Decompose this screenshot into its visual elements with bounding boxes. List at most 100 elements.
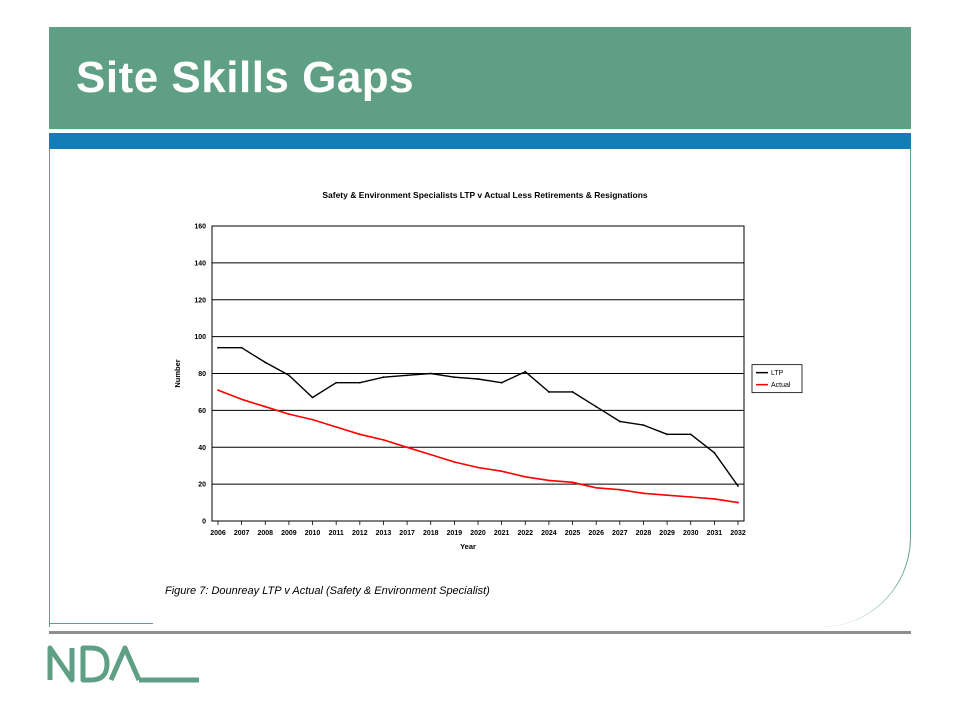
data-point-ltp: [217, 346, 219, 349]
data-point-ltp: [737, 485, 739, 487]
data-point-ltp: [500, 381, 503, 384]
data-point-ltp: [618, 420, 621, 423]
data-point-actual: [406, 446, 408, 449]
data-point-actual: [548, 479, 550, 482]
data-point-ltp: [548, 391, 550, 393]
data-point-ltp: [240, 346, 243, 349]
y-tick-label: 40: [198, 445, 206, 452]
data-point-ltp: [406, 374, 408, 377]
x-tick-label: 2025: [565, 530, 581, 537]
data-point-actual: [288, 413, 290, 415]
data-point-ltp: [311, 396, 314, 399]
data-point-actual: [666, 494, 668, 497]
x-tick-label: 2020: [470, 530, 486, 537]
x-tick-label: 2029: [659, 530, 675, 537]
data-point-actual: [311, 418, 314, 421]
data-point-actual: [737, 501, 739, 504]
chart-title: Safety & Environment Specialists LTP v A…: [322, 190, 648, 200]
x-axis-label: Year: [460, 542, 476, 551]
x-tick-label: 2012: [352, 530, 368, 537]
slide-title: Site Skills Gaps: [76, 53, 415, 102]
x-tick-label: 2028: [636, 530, 652, 537]
series-lines: [217, 346, 739, 504]
y-tick-label: 120: [194, 297, 206, 304]
data-point-actual: [335, 426, 338, 428]
y-tick-label: 140: [194, 260, 206, 267]
x-tick-label: 2010: [305, 530, 321, 537]
x-tick-label: 2017: [399, 530, 415, 537]
data-point-actual: [618, 488, 621, 491]
y-tick-labels: 0 20 40 60 80 100 120 140 160: [194, 224, 206, 526]
content-frame: [49, 149, 911, 627]
data-point-actual: [524, 475, 527, 478]
y-tick-label: 160: [194, 224, 206, 231]
line-chart: Safety & Environment Specialists LTP v A…: [173, 190, 803, 551]
data-point-ltp: [571, 391, 574, 393]
data-point-actual: [453, 461, 456, 463]
data-point-actual: [217, 389, 219, 391]
legend-box: [751, 364, 803, 394]
x-tick-label: 2032: [730, 530, 746, 537]
data-point-actual: [429, 453, 432, 456]
x-tick-label: 2013: [376, 530, 392, 537]
data-point-ltp: [713, 451, 716, 454]
series-line-ltp: [218, 346, 739, 487]
x-tick-label: 2026: [588, 530, 604, 537]
data-point-actual: [571, 481, 574, 484]
y-tick-label: 60: [198, 408, 206, 415]
data-point-actual: [713, 497, 716, 500]
frame-bottom-line: [49, 623, 153, 624]
data-point-ltp: [666, 433, 668, 436]
data-point-ltp: [382, 376, 385, 379]
figure-caption: Figure 7: Dounreay LTP v Actual (Safety …: [165, 585, 490, 597]
series-line-actual: [217, 389, 739, 504]
data-point-actual: [689, 496, 692, 498]
nda-logo-icon: [47, 645, 199, 683]
y-axis-label: Number: [173, 359, 182, 387]
legend-label-actual: Actual: [771, 382, 791, 389]
y-tick-label: 20: [198, 482, 206, 489]
x-tick-label: 2019: [447, 530, 463, 537]
footer-rule: [49, 631, 911, 634]
title-bar: Site Skills Gaps: [49, 27, 911, 129]
nda-logo: [45, 640, 205, 686]
legend-label-ltp: LTP: [771, 370, 784, 377]
x-tick-label: 2007: [234, 530, 250, 537]
data-point-ltp: [477, 378, 479, 380]
x-tick-label: 2021: [494, 530, 510, 537]
x-tick-label: 2022: [517, 530, 533, 537]
y-tick-label: 0: [202, 519, 206, 526]
x-tick-label: 2024: [541, 530, 557, 537]
x-tick-label: 2031: [707, 530, 723, 537]
data-point-ltp: [453, 376, 456, 379]
data-point-ltp: [524, 370, 527, 373]
data-point-actual: [477, 466, 479, 469]
data-point-actual: [264, 405, 267, 408]
data-point-actual: [500, 470, 503, 473]
data-point-ltp: [264, 361, 267, 364]
data-point-ltp: [358, 381, 361, 384]
data-point-ltp: [288, 374, 290, 377]
data-point-ltp: [335, 381, 338, 384]
x-tick-label: 2018: [423, 530, 439, 537]
data-point-ltp: [689, 433, 692, 436]
y-tick-label: 80: [198, 371, 206, 378]
x-tick-labels: 2006 2007 2008 2009 2010 2011 2012 2013 2017 2018…: [210, 521, 746, 537]
x-tick-label: 2027: [612, 530, 628, 537]
accent-bar: [49, 133, 911, 149]
x-tick-label: 2011: [329, 530, 344, 537]
data-point-actual: [382, 438, 385, 441]
x-tick-label: 2009: [281, 530, 297, 537]
x-tick-label: 2006: [210, 530, 226, 537]
x-tick-label: 2008: [257, 530, 273, 537]
y-tick-label: 100: [194, 334, 206, 341]
data-point-ltp: [642, 424, 645, 427]
data-point-actual: [642, 492, 645, 495]
data-point-actual: [358, 433, 361, 436]
gridlines: [212, 225, 744, 522]
data-point-ltp: [595, 405, 598, 408]
legend: LTP Actual: [751, 364, 803, 394]
data-point-actual: [240, 398, 243, 401]
x-tick-label: 2030: [683, 530, 699, 537]
data-point-actual: [595, 486, 598, 489]
